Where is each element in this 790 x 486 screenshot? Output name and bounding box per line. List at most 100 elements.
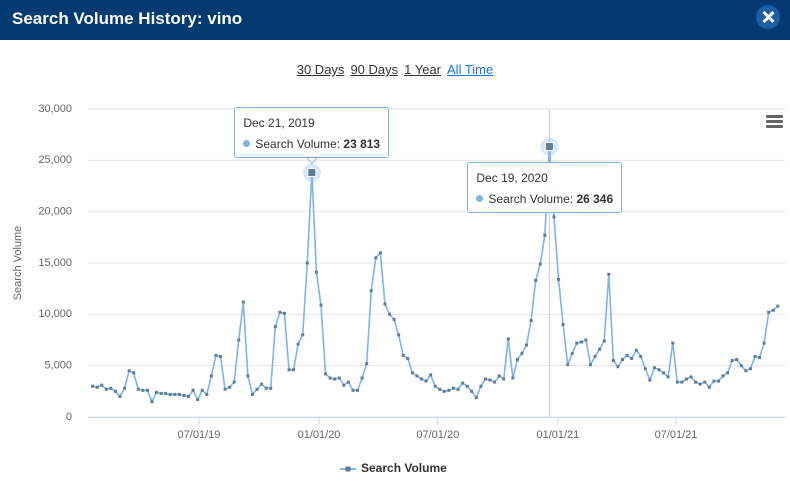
tooltip-dot (243, 139, 251, 147)
point (419, 377, 423, 381)
point (374, 256, 378, 260)
highlight-point (544, 142, 554, 152)
point (593, 354, 597, 358)
point (698, 382, 702, 386)
range-link[interactable]: 30 Days (296, 62, 345, 77)
point (575, 341, 579, 345)
point (620, 358, 624, 362)
point (397, 333, 401, 337)
point (625, 353, 629, 357)
point (123, 386, 127, 390)
point (278, 310, 282, 314)
close-button[interactable] (756, 5, 780, 29)
point (109, 386, 113, 390)
y-tick-label: 30,000 (38, 103, 72, 115)
point (182, 393, 186, 397)
point (630, 356, 634, 360)
point (566, 363, 570, 367)
point (410, 371, 414, 375)
range-link[interactable]: 90 Days (350, 62, 399, 77)
point (237, 338, 241, 342)
highlight-point (307, 168, 317, 178)
point (95, 385, 99, 389)
point (113, 389, 117, 393)
point (383, 302, 387, 306)
menu-icon[interactable] (766, 115, 783, 128)
point (333, 377, 337, 381)
point (488, 378, 492, 382)
point (515, 358, 519, 362)
point (91, 384, 95, 388)
point (264, 386, 268, 390)
point (250, 392, 254, 396)
point (145, 388, 149, 392)
point (474, 395, 478, 399)
point (584, 338, 588, 342)
point (328, 376, 332, 380)
header-title: Search Volume History: vino (12, 9, 243, 28)
point (429, 373, 433, 377)
tooltip-date: Dec 19, 2020 (476, 170, 548, 185)
point (118, 394, 122, 398)
x-tick-label: 07/01/21 (655, 429, 698, 441)
point (401, 353, 405, 357)
point (168, 392, 172, 396)
point (767, 310, 771, 314)
point (196, 398, 200, 402)
point (675, 380, 679, 384)
point (602, 339, 606, 343)
point (538, 262, 542, 266)
point (684, 377, 688, 381)
tooltip-label: Search Volume: (255, 136, 341, 151)
point (616, 365, 620, 369)
point (493, 380, 497, 384)
point (324, 372, 328, 376)
tooltip-dot (476, 194, 484, 202)
y-tick-label: 25,000 (38, 154, 72, 166)
point (525, 343, 529, 347)
point (643, 367, 647, 371)
point (712, 379, 716, 383)
point (392, 317, 396, 321)
point (561, 323, 565, 327)
point (406, 356, 410, 360)
point (456, 387, 460, 391)
tooltip: Dec 19, 2020 Search Volume: 26 346 (467, 161, 623, 213)
tooltip-row: Search Volume: 26 346 (476, 192, 613, 206)
point (598, 347, 602, 351)
point (241, 300, 245, 304)
point (346, 380, 350, 384)
x-tick-label: 01/01/21 (536, 429, 579, 441)
y-tick-label: 0 (66, 411, 72, 423)
point (694, 380, 698, 384)
point (451, 386, 455, 390)
range-selector: 30 Days 90 Days 1 Year All Time (0, 62, 790, 77)
range-link[interactable]: 1 Year (404, 62, 442, 77)
point (314, 270, 318, 274)
point (200, 388, 204, 392)
point (470, 389, 474, 393)
range-link[interactable]: All Time (447, 62, 494, 77)
tooltip-date: Dec 21, 2019 (243, 115, 315, 130)
point (703, 380, 707, 384)
point (342, 383, 346, 387)
header: Search Volume History: vino (0, 0, 790, 40)
point (483, 377, 487, 381)
point (415, 374, 419, 378)
point (282, 311, 286, 315)
point (209, 374, 213, 378)
point (579, 340, 583, 344)
point (164, 391, 168, 395)
legend-label: Search Volume (361, 461, 447, 475)
point (228, 385, 232, 389)
point (689, 375, 693, 379)
point (771, 308, 775, 312)
point (365, 362, 369, 366)
tooltip: Dec 21, 2019 Search Volume: 23 813 (234, 106, 390, 158)
point (570, 351, 574, 355)
tooltip-value: 26 346 (576, 191, 614, 206)
point (753, 354, 757, 358)
point (721, 374, 725, 378)
